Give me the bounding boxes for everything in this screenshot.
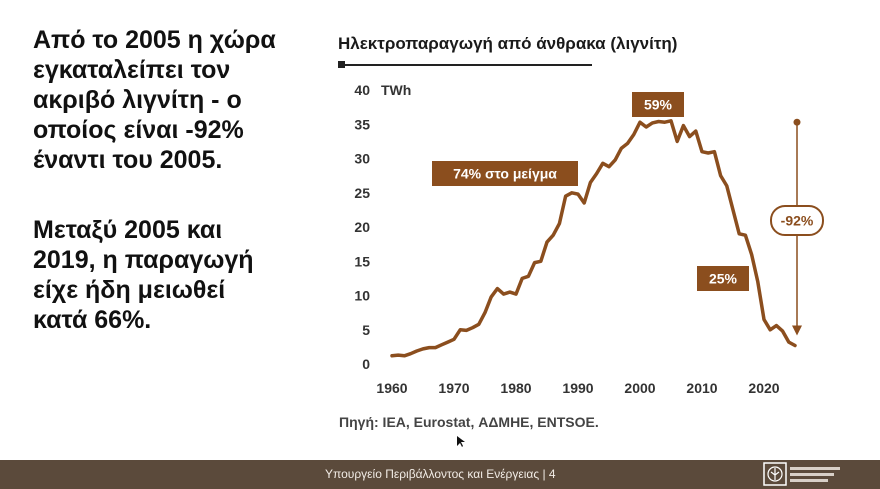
y-tick-label: 15 [354, 253, 370, 269]
x-tick-label: 2010 [686, 380, 717, 396]
y-tick-label: 20 [354, 219, 370, 235]
y-tick-label: 5 [362, 322, 370, 338]
chart-title: Ηλεκτροπαραγωγή από άνθρακα (λιγνίτη) [338, 34, 678, 53]
y-tick-label: 30 [354, 151, 370, 167]
annotation-box [432, 161, 578, 186]
y-tick-label: 0 [362, 356, 370, 372]
footer-bar: Υπουργείο Περιβάλλοντος και Ενέργειας | … [0, 460, 880, 489]
lignite-chart: 0 5 10 15 20 25 30 35 40 TWh 1960 1970 1980 1990 2000 2… [354, 82, 824, 447]
x-tick-label: 1980 [500, 380, 531, 396]
lead-text-2: Μεταξύ 2005 και 2019, η παραγωγή είχε ήδ… [33, 216, 254, 334]
annotation-label: 74% στο μείγμα [453, 166, 557, 182]
source-note: Πηγή: IEA, Eurostat, ΑΔΜΗΕ, ENTSOE. [339, 414, 599, 430]
footer-text: Υπουργείο Περιβάλλοντος και Ενέργειας | … [325, 467, 556, 481]
y-tick-label: 35 [354, 116, 370, 132]
lead-text-1: Από το 2005 η χώρα εγκαταλείπει τον ακρι… [33, 26, 276, 174]
title-rule [340, 64, 592, 66]
y-tick-label: 25 [354, 185, 370, 201]
annotation-box [770, 205, 824, 236]
series-line [390, 119, 797, 358]
y-axis-unit: TWh [381, 82, 411, 98]
y-tick-label: 10 [354, 288, 370, 304]
annotation-label: 25% [709, 271, 738, 287]
annotation-label: -92% [781, 213, 814, 229]
x-tick-label: 1970 [438, 380, 469, 396]
annotation-box [632, 92, 684, 117]
y-tick-label: 40 [354, 82, 370, 98]
mouse-cursor-icon [457, 436, 465, 447]
arrow-head-icon [792, 325, 802, 336]
annotation-label: 59% [644, 97, 673, 113]
x-tick-label: 2000 [624, 380, 655, 396]
x-tick-label: 1960 [376, 380, 407, 396]
x-tick-label: 1990 [562, 380, 593, 396]
annotation-box [697, 266, 749, 291]
x-tick-label: 2020 [748, 380, 779, 396]
ministry-logo-icon [763, 462, 840, 486]
